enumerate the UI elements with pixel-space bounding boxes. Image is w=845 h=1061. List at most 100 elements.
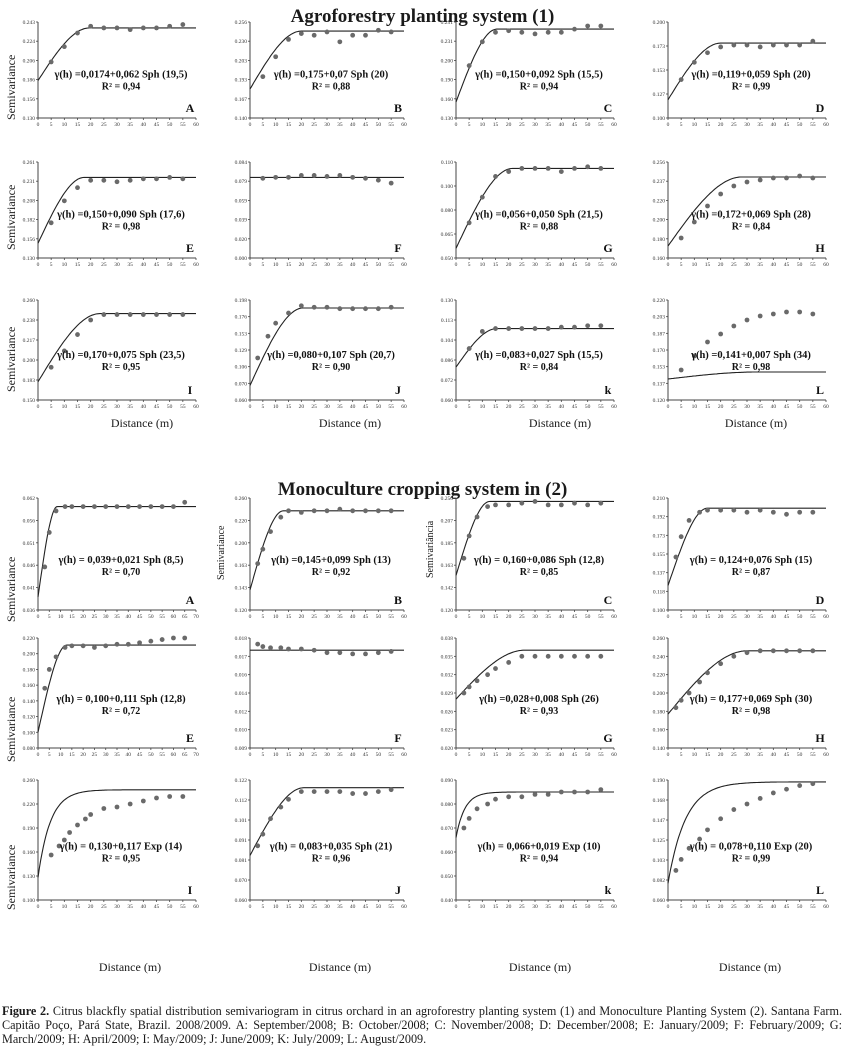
data-point [127,177,133,183]
y-tick-label: 0.250 [441,496,454,502]
x-tick-label: 35 [337,404,343,410]
panel-letter: C [604,593,613,607]
x-tick-label: 45 [363,904,369,910]
model-equation: γ(h) =0,080+0,107 Sph (20,7) [266,350,395,361]
x-tick-label: 25 [731,122,737,128]
x-tick-label: 60 [193,262,199,268]
x-tick-label: 35 [114,752,120,758]
data-point [770,311,776,317]
y-tick-label: 0.203 [235,58,248,64]
x-tick-label: 20 [88,404,94,410]
data-point [61,44,67,50]
x-tick-label: 30 [744,904,750,910]
model-equation: γ(h) =0,170+0,075 Sph (23,5) [56,350,185,361]
data-point [324,508,330,514]
data-point [770,175,776,181]
data-point [686,518,692,523]
y-tick-label: 0.200 [23,358,36,364]
x-tick-label: 55 [388,262,394,268]
data-point [298,31,304,36]
x-tick-label: 25 [311,262,317,268]
model-curve [455,649,614,700]
data-point [180,176,186,182]
data-point [519,29,525,35]
data-point [92,504,97,510]
data-point [324,304,330,310]
data-point [731,507,737,513]
y-tick-label: 0.010 [235,728,248,734]
x-tick-label: 15 [705,752,711,758]
x-tick-label: 50 [376,904,382,910]
y-tick-label: 0.130 [441,116,454,122]
data-point [466,220,472,226]
y-tick-label: 0.040 [441,898,454,904]
data-point [718,507,724,513]
data-point [558,324,564,330]
y-tick-label: 0.200 [441,58,454,64]
data-point [88,23,94,29]
x-tick-label: 15 [705,614,711,620]
model-equation: γ(h) =0,145+0,099 Sph (13) [270,555,391,566]
x-tick-label: 15 [75,904,81,910]
y-axis-label-row4: Semivariance [4,556,18,622]
x-tick-label: 25 [519,904,525,910]
data-point [678,235,684,241]
x-tick-label: 55 [388,752,394,758]
data-point [572,324,577,330]
x-tick-label: 0 [249,262,252,268]
data-point [485,504,490,510]
x-tick-label: 60 [611,614,617,620]
data-point [810,781,816,787]
x-tick-label: 10 [62,122,68,128]
data-point [388,649,394,654]
x-tick-label: 55 [180,122,186,128]
y-tick-label: 0.038 [441,636,454,642]
x-tick-label: 55 [180,262,186,268]
x-tick-label: 60 [823,752,829,758]
data-point [810,648,816,654]
data-point [572,653,577,659]
y-tick-label: 0.187 [653,331,666,337]
x-tick-label: 45 [572,262,578,268]
x-tick-label: 50 [167,262,173,268]
data-point [731,183,737,189]
x-tick-label: 35 [545,122,551,128]
x-tick-label: 15 [493,904,499,910]
x-tick-label: 60 [401,752,407,758]
data-point [466,346,472,351]
data-point [705,827,710,833]
y-tick-label: 0.160 [441,97,454,103]
x-tick-label: 30 [114,122,120,128]
data-point [311,508,317,514]
data-point [180,312,186,317]
x-tick-label: 0 [667,404,670,410]
x-tick-label: 0 [37,404,40,410]
y-tick-label: 0.147 [653,818,666,824]
x-tick-label: 25 [731,904,737,910]
model-curve [249,510,404,591]
panel-e1: 0.130 0.156 0.182 0.208 0.231 0.261 0 5 10 15 20 25… [23,160,199,268]
data-point [61,198,67,204]
x-tick-label: 25 [311,614,317,620]
y-tick-label: 0.200 [653,218,666,224]
y-tick-label: 0.026 [441,709,454,715]
r-squared: R² = 0,95 [102,362,140,373]
data-point [493,174,498,179]
data-point [678,77,684,82]
data-point [375,650,381,656]
x-tick-label: 0 [37,904,40,910]
y-axis-label-row3: Semivariance [4,326,18,392]
x-tick-label: 60 [401,904,407,910]
x-tick-label: 40 [771,904,777,910]
x-tick-label: 45 [154,122,160,128]
x-tick-label: 5 [50,904,53,910]
data-point [797,42,803,48]
y-axis-label-b2: Semivariance [216,525,227,580]
data-point [148,638,154,644]
data-point [506,326,512,331]
x-tick-label: 10 [273,262,279,268]
data-point [48,59,54,65]
data-point [572,166,577,171]
x-tick-label: 10 [480,122,486,128]
y-tick-label: 0.238 [23,318,36,324]
